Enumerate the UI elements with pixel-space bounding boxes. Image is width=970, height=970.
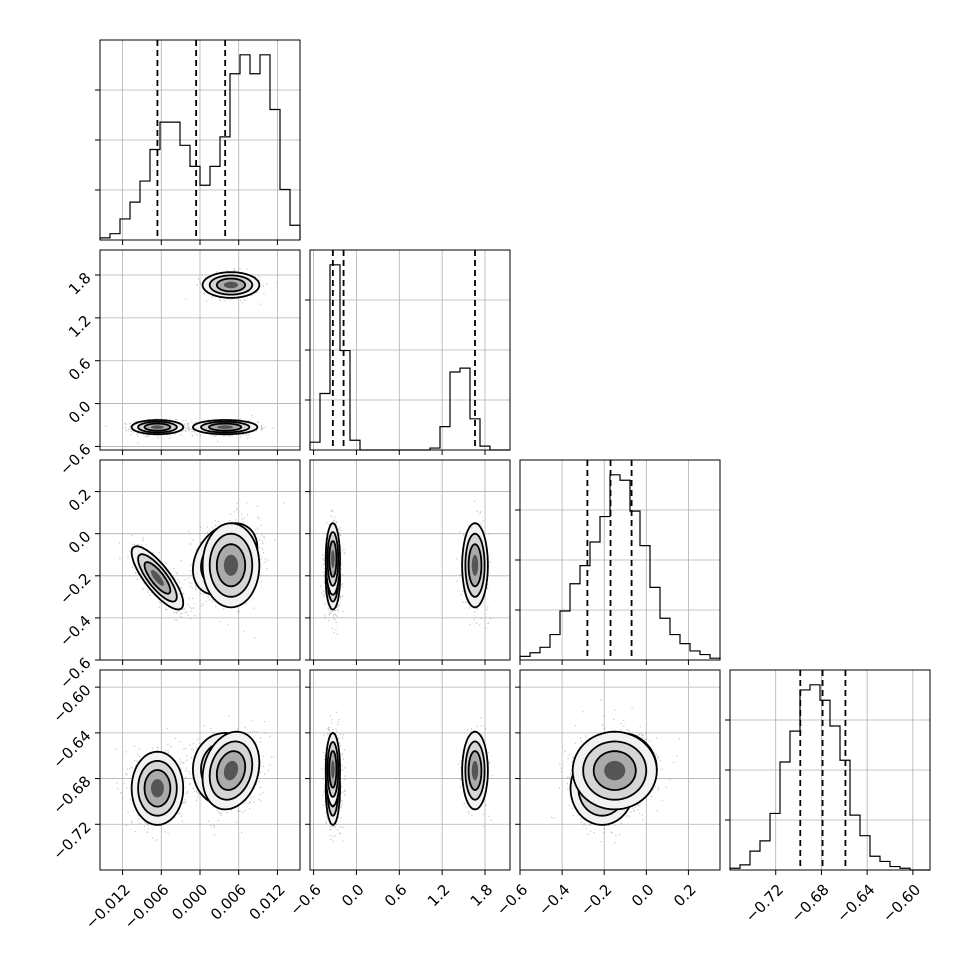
histogram-p1 (309, 264, 510, 451)
panel-frame (309, 459, 511, 661)
contour-mode-2 (223, 554, 239, 576)
y-tick-label: 0.2 (65, 485, 95, 515)
x-tick-label: −0.72 (742, 881, 787, 926)
x-tick-label: 1.8 (467, 881, 497, 911)
panel-2-2 (515, 459, 721, 665)
x-tick-label: −0.60 (879, 881, 924, 926)
x-tick-label: 0.000 (168, 881, 211, 924)
contour-mode-2 (471, 554, 479, 576)
panel-1-0 (95, 249, 301, 455)
contour-mode-2 (471, 760, 479, 781)
panel-0-0 (95, 39, 301, 245)
x-tick-label: 0.2 (670, 881, 700, 911)
y-tick-label: 0.0 (65, 527, 95, 557)
y-tick-label: −0.64 (49, 727, 94, 772)
y-tick-label: 1.8 (65, 269, 95, 299)
x-tick-label: 0.6 (381, 881, 411, 911)
panel-2-0 (95, 459, 301, 665)
panel-3-1 (305, 669, 511, 875)
contour-mode-1 (217, 425, 234, 429)
x-tick-label: −0.64 (833, 881, 878, 926)
contour-mode-2 (604, 760, 626, 781)
y-tick-label: −0.68 (49, 772, 94, 817)
panel-frame (309, 249, 511, 451)
x-tick-label: −0.2 (577, 881, 615, 919)
x-tick-label: 1.2 (424, 881, 454, 911)
x-tick-label: −0.4 (535, 881, 573, 919)
panel-3-0 (95, 669, 301, 875)
x-tick-label: −0.6 (286, 881, 324, 919)
histogram-p2 (519, 474, 721, 660)
panel-3-2 (515, 669, 721, 875)
contour-mode-1 (331, 760, 335, 779)
y-tick-label: 0.0 (65, 397, 95, 427)
x-tick-label: 0.0 (338, 881, 368, 911)
y-tick-label: −0.6 (56, 440, 94, 478)
y-tick-label: −0.72 (49, 818, 94, 863)
panel-1-1 (305, 249, 511, 455)
x-tick-label: 0.012 (246, 881, 289, 924)
panel-frame (519, 459, 721, 661)
y-tick-label: 1.2 (65, 312, 95, 342)
panel-frame (519, 669, 721, 871)
x-tick-label: −0.68 (788, 881, 833, 926)
panel-3-3 (725, 669, 931, 875)
y-tick-label: −0.4 (56, 612, 94, 650)
histogram-p3 (729, 684, 930, 871)
contour-mode-2 (223, 281, 239, 289)
contour-mode-0 (151, 425, 164, 429)
x-tick-label: 0.006 (207, 881, 250, 924)
y-tick-label: 0.6 (65, 355, 95, 385)
panel-2-1 (305, 459, 511, 665)
y-tick-label: −0.2 (56, 570, 94, 608)
panel-frame (729, 669, 931, 871)
histogram-p0 (99, 54, 301, 240)
contour-mode-0 (151, 570, 164, 586)
x-tick-label: −0.6 (493, 881, 531, 919)
contour-mode-0 (151, 779, 164, 798)
panel-frame (309, 669, 511, 871)
contour-mode-1 (331, 550, 335, 568)
x-tick-label: 0.0 (628, 881, 658, 911)
contour-mode-2 (223, 760, 239, 781)
